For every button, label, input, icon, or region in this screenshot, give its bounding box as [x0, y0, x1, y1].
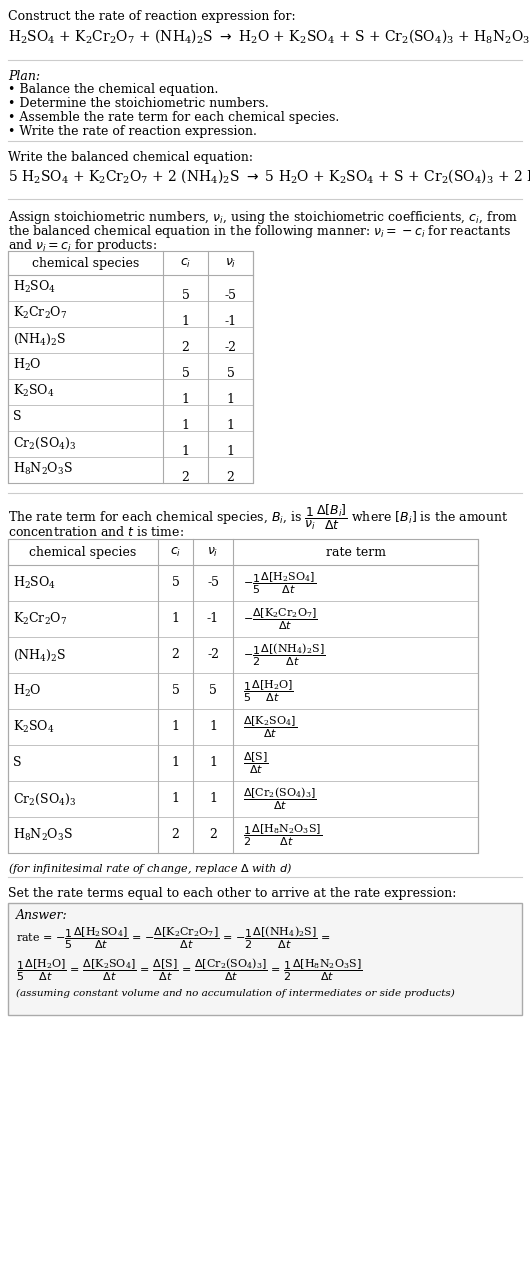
Bar: [8, 539, 478, 854]
Text: -5: -5: [207, 577, 219, 590]
Text: $\mathregular{Cr_2(SO_4)_3}$: $\mathregular{Cr_2(SO_4)_3}$: [13, 791, 76, 806]
Text: $\mathregular{Cr_2(SO_4)_3}$: $\mathregular{Cr_2(SO_4)_3}$: [13, 436, 76, 451]
Text: $\mathregular{H_8N_2O_3S}$: $\mathregular{H_8N_2O_3S}$: [13, 827, 73, 843]
Text: 2: 2: [209, 828, 217, 842]
Text: 5: 5: [209, 684, 217, 697]
Text: 5 $\mathregular{H_2SO_4}$ + $\mathregular{K_2Cr_2O_7}$ + 2 $\mathregular{(NH_4)_: 5 $\mathregular{H_2SO_4}$ + $\mathregula…: [8, 167, 530, 185]
Text: concentration and $t$ is time:: concentration and $t$ is time:: [8, 525, 184, 539]
Text: $\mathregular{K_2SO_4}$: $\mathregular{K_2SO_4}$: [13, 719, 55, 735]
Text: -2: -2: [207, 648, 219, 661]
Text: $\nu_i$: $\nu_i$: [207, 547, 219, 559]
Text: • Write the rate of reaction expression.: • Write the rate of reaction expression.: [8, 125, 257, 138]
Text: $\mathregular{H_8N_2O_3S}$: $\mathregular{H_8N_2O_3S}$: [13, 461, 73, 476]
Text: $-\dfrac{1}{2}\dfrac{\Delta[\mathregular{(NH_4)_2S}]}{\Delta t}$: $-\dfrac{1}{2}\dfrac{\Delta[\mathregular…: [243, 642, 325, 669]
Text: Answer:: Answer:: [16, 910, 68, 922]
Text: Plan:: Plan:: [8, 70, 40, 83]
Text: $\mathregular{H_2SO_4}$: $\mathregular{H_2SO_4}$: [13, 575, 56, 591]
Text: 1: 1: [181, 315, 190, 327]
Text: Set the rate terms equal to each other to arrive at the rate expression:: Set the rate terms equal to each other t…: [8, 887, 456, 899]
Text: Assign stoichiometric numbers, $\nu_i$, using the stoichiometric coefficients, $: Assign stoichiometric numbers, $\nu_i$, …: [8, 209, 518, 225]
Text: 2: 2: [182, 341, 189, 354]
Text: 1: 1: [209, 757, 217, 769]
Text: • Assemble the rate term for each chemical species.: • Assemble the rate term for each chemic…: [8, 111, 339, 124]
Text: $\dfrac{1}{2}\dfrac{\Delta[\mathregular{H_8N_2O_3S}]}{\Delta t}$: $\dfrac{1}{2}\dfrac{\Delta[\mathregular{…: [243, 822, 322, 847]
Text: $c_i$: $c_i$: [170, 547, 181, 559]
Text: 2: 2: [182, 471, 189, 484]
Text: 1: 1: [209, 721, 217, 734]
Text: $\mathregular{H_2SO_4}$ + $\mathregular{K_2Cr_2O_7}$ + $\mathregular{(NH_4)_2S}$: $\mathregular{H_2SO_4}$ + $\mathregular{…: [8, 27, 530, 45]
Text: The rate term for each chemical species, $B_i$, is $\dfrac{1}{\nu_i}\dfrac{\Delt: The rate term for each chemical species,…: [8, 503, 509, 533]
Text: 1: 1: [172, 721, 180, 734]
Text: the balanced chemical equation in the following manner: $\nu_i = -c_i$ for react: the balanced chemical equation in the fo…: [8, 223, 511, 240]
Text: $\mathregular{(NH_4)_2S}$: $\mathregular{(NH_4)_2S}$: [13, 647, 66, 662]
Text: 5: 5: [172, 577, 180, 590]
Text: 2: 2: [172, 648, 180, 661]
Text: $\mathregular{K_2Cr_2O_7}$: $\mathregular{K_2Cr_2O_7}$: [13, 612, 67, 627]
Text: 1: 1: [226, 445, 234, 457]
Text: $\dfrac{1}{5}\dfrac{\Delta[\mathregular{H_2O}]}{\Delta t}$: $\dfrac{1}{5}\dfrac{\Delta[\mathregular{…: [243, 678, 294, 703]
Text: 1: 1: [172, 613, 180, 626]
Text: 5: 5: [172, 684, 180, 697]
Text: • Determine the stoichiometric numbers.: • Determine the stoichiometric numbers.: [8, 97, 269, 110]
Text: -5: -5: [225, 289, 236, 302]
Text: $\dfrac{1}{5}\dfrac{\Delta[\mathregular{H_2O}]}{\Delta t}$ = $\dfrac{\Delta[\mat: $\dfrac{1}{5}\dfrac{\Delta[\mathregular{…: [16, 957, 363, 984]
Text: 1: 1: [172, 757, 180, 769]
Text: chemical species: chemical species: [29, 547, 137, 559]
Text: $\mathregular{K_2SO_4}$: $\mathregular{K_2SO_4}$: [13, 383, 55, 399]
Text: chemical species: chemical species: [32, 257, 139, 270]
Bar: [8, 251, 253, 483]
Text: $\mathregular{H_2SO_4}$: $\mathregular{H_2SO_4}$: [13, 279, 56, 296]
Text: 1: 1: [172, 792, 180, 805]
Text: S: S: [13, 410, 22, 423]
Text: 1: 1: [181, 392, 190, 406]
Text: $-\dfrac{1}{5}\dfrac{\Delta[\mathregular{H_2SO_4}]}{\Delta t}$: $-\dfrac{1}{5}\dfrac{\Delta[\mathregular…: [243, 571, 316, 596]
Text: -1: -1: [207, 613, 219, 626]
Text: $\mathregular{(NH_4)_2S}$: $\mathregular{(NH_4)_2S}$: [13, 331, 66, 347]
Text: 5: 5: [182, 367, 189, 380]
Text: 2: 2: [172, 828, 180, 842]
Text: 2: 2: [226, 471, 234, 484]
Text: $\dfrac{\Delta[\mathregular{Cr_2(SO_4)_3}]}{\Delta t}$: $\dfrac{\Delta[\mathregular{Cr_2(SO_4)_3…: [243, 786, 316, 813]
Text: 1: 1: [226, 419, 234, 432]
Text: (for infinitesimal rate of change, replace $\Delta$ with $d$): (for infinitesimal rate of change, repla…: [8, 861, 293, 877]
Text: -2: -2: [225, 341, 236, 354]
Text: 5: 5: [226, 367, 234, 380]
Text: 1: 1: [181, 419, 190, 432]
Text: 1: 1: [209, 792, 217, 805]
Text: rate = $-\dfrac{1}{5}\dfrac{\Delta[\mathregular{H_2SO_4}]}{\Delta t}$ = $-\dfrac: rate = $-\dfrac{1}{5}\dfrac{\Delta[\math…: [16, 925, 331, 952]
Text: $\nu_i$: $\nu_i$: [225, 257, 236, 270]
Text: and $\nu_i = c_i$ for products:: and $\nu_i = c_i$ for products:: [8, 237, 157, 254]
Text: 5: 5: [182, 289, 189, 302]
Text: $\dfrac{\Delta[\mathregular{S}]}{\Delta t}$: $\dfrac{\Delta[\mathregular{S}]}{\Delta …: [243, 750, 269, 776]
Text: Construct the rate of reaction expression for:: Construct the rate of reaction expressio…: [8, 10, 296, 23]
Text: 1: 1: [226, 392, 234, 406]
Text: -1: -1: [224, 315, 236, 327]
Text: $\dfrac{\Delta[\mathregular{K_2SO_4}]}{\Delta t}$: $\dfrac{\Delta[\mathregular{K_2SO_4}]}{\…: [243, 715, 297, 740]
Text: (assuming constant volume and no accumulation of intermediates or side products): (assuming constant volume and no accumul…: [16, 989, 455, 998]
Text: $\mathregular{K_2Cr_2O_7}$: $\mathregular{K_2Cr_2O_7}$: [13, 304, 67, 321]
Text: rate term: rate term: [325, 547, 385, 559]
Text: 1: 1: [181, 445, 190, 457]
Text: • Balance the chemical equation.: • Balance the chemical equation.: [8, 83, 218, 96]
Text: $\mathregular{H_2O}$: $\mathregular{H_2O}$: [13, 357, 41, 373]
Text: $-\dfrac{\Delta[\mathregular{K_2Cr_2O_7}]}{\Delta t}$: $-\dfrac{\Delta[\mathregular{K_2Cr_2O_7}…: [243, 606, 318, 632]
Text: Write the balanced chemical equation:: Write the balanced chemical equation:: [8, 152, 253, 164]
Text: $c_i$: $c_i$: [180, 257, 191, 270]
Text: S: S: [13, 757, 22, 769]
Text: $\mathregular{H_2O}$: $\mathregular{H_2O}$: [13, 683, 41, 699]
Bar: [8, 903, 522, 1015]
